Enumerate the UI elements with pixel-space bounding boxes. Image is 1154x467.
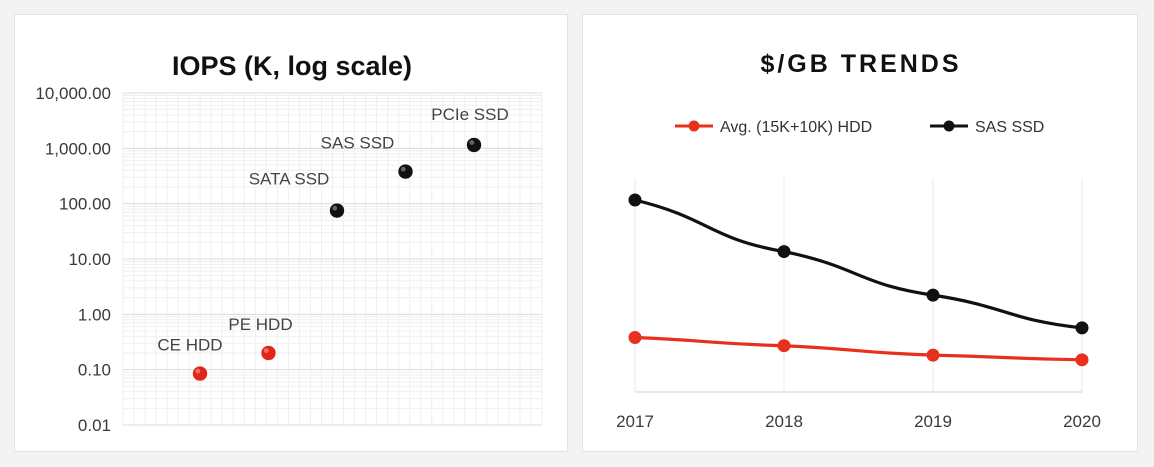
y-tick-label: 10.00 <box>68 250 111 269</box>
scatter-point <box>329 202 345 219</box>
y-tick-label: 100.00 <box>59 195 111 214</box>
y-tick-label: 1,000.00 <box>45 139 111 158</box>
series-marker <box>926 288 940 302</box>
scatter-point-highlight <box>332 205 338 211</box>
iops-chart-panel: IOPS (K, log scale) 10,000.00 1,000.00 100… <box>14 14 568 452</box>
series-marker <box>1075 353 1089 367</box>
legend-swatch-marker <box>943 120 955 132</box>
series-marker <box>926 348 940 362</box>
iops-points: CE HDD PE HDD SATA SSD SAS SSD PCIe SSD <box>157 105 509 382</box>
cost-trend-x-tick-labels: 2017 2018 2019 2020 <box>616 412 1101 431</box>
scatter-point-highlight <box>469 140 475 145</box>
point-label: PCIe SSD <box>431 105 508 124</box>
iops-chart-title: IOPS (K, log scale) <box>172 51 412 81</box>
series-line <box>634 198 1083 330</box>
scatter-point <box>397 163 414 180</box>
series-marker <box>628 331 642 345</box>
iops-y-tick-labels: 10,000.00 1,000.00 100.00 10.00 1.00 0.10 0.01 <box>35 84 111 435</box>
y-tick-label: 0.10 <box>78 361 111 380</box>
scatter-point <box>260 345 277 361</box>
x-tick-label: 2019 <box>914 412 952 431</box>
scatter-point-highlight <box>263 348 269 354</box>
iops-gridlines <box>122 92 543 426</box>
legend-swatch-marker <box>688 120 700 132</box>
y-tick-label: 1.00 <box>78 305 111 324</box>
cost-trend-series <box>628 193 1089 367</box>
iops-scatter-chart: IOPS (K, log scale) 10,000.00 1,000.00 100… <box>35 51 543 435</box>
series-line <box>634 335 1083 362</box>
cost-trend-gridlines <box>634 178 1083 393</box>
cost-trend-legend: Avg. (15K+10K) HDD SAS SSD <box>675 119 1044 136</box>
x-tick-label: 2018 <box>765 412 803 431</box>
cost-trend-chart-title: $/GB TRENDS <box>760 50 961 78</box>
series-marker <box>777 339 791 353</box>
point-label: CE HDD <box>157 336 222 355</box>
series-marker <box>628 193 642 207</box>
series-marker <box>777 245 791 259</box>
cost-trend-chart-panel: $/GB TRENDS Avg. (15K+10K) HDD SAS SSD 20… <box>582 14 1138 452</box>
scatter-point-highlight <box>195 368 201 374</box>
x-tick-label: 2017 <box>616 412 654 431</box>
x-tick-label: 2020 <box>1063 412 1101 431</box>
point-label: SAS SSD <box>321 134 395 153</box>
point-label: SATA SSD <box>249 170 330 189</box>
scatter-point <box>192 365 208 382</box>
legend-label: SAS SSD <box>975 119 1044 136</box>
series-marker <box>1075 321 1089 335</box>
y-tick-label: 10,000.00 <box>35 84 111 103</box>
scatter-point-highlight <box>400 166 406 172</box>
cost-trend-line-chart: $/GB TRENDS Avg. (15K+10K) HDD SAS SSD 20… <box>616 50 1101 431</box>
legend-label: Avg. (15K+10K) HDD <box>720 119 872 136</box>
y-tick-label: 0.01 <box>78 416 111 435</box>
scatter-point <box>466 137 482 153</box>
point-label: PE HDD <box>228 315 292 334</box>
